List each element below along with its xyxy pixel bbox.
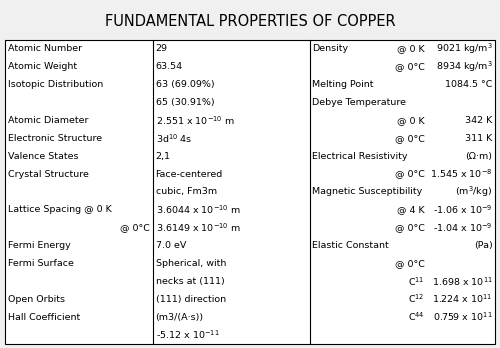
Text: Face-centered: Face-centered <box>156 169 223 179</box>
Text: 342 K: 342 K <box>465 116 492 125</box>
Text: 1.224 x 10$^{11}$: 1.224 x 10$^{11}$ <box>432 293 492 306</box>
Text: Electronic Structure: Electronic Structure <box>8 134 102 143</box>
Text: Open Orbits: Open Orbits <box>8 295 64 304</box>
Text: @ 4 K: @ 4 K <box>397 205 424 214</box>
Text: 3.6044 x 10$^{-10}$ m: 3.6044 x 10$^{-10}$ m <box>156 204 240 216</box>
Text: @ 0°C: @ 0°C <box>395 223 424 232</box>
Text: C$^{12}$: C$^{12}$ <box>408 293 424 306</box>
Text: @ 0°C: @ 0°C <box>120 223 150 232</box>
Text: Atomic Weight: Atomic Weight <box>8 62 76 71</box>
Text: Debye Temperature: Debye Temperature <box>312 98 406 107</box>
Text: 3d$^{10}$ 4s: 3d$^{10}$ 4s <box>156 132 192 145</box>
Text: Electrical Resistivity: Electrical Resistivity <box>312 152 408 161</box>
Text: Isotopic Distribution: Isotopic Distribution <box>8 80 103 89</box>
Text: Fermi Surface: Fermi Surface <box>8 259 74 268</box>
Text: cubic, Fm3m: cubic, Fm3m <box>156 188 216 196</box>
Text: Crystal Structure: Crystal Structure <box>8 169 88 179</box>
Text: Spherical, with: Spherical, with <box>156 259 226 268</box>
Text: 7.0 eV: 7.0 eV <box>156 241 186 250</box>
Text: necks at (111): necks at (111) <box>156 277 224 286</box>
Text: C$^{44}$: C$^{44}$ <box>408 311 424 323</box>
Text: (m$^3$/kg): (m$^3$/kg) <box>456 185 492 199</box>
Text: FUNDAMENTAL PROPERTIES OF COPPER: FUNDAMENTAL PROPERTIES OF COPPER <box>104 14 396 29</box>
Text: Atomic Number: Atomic Number <box>8 45 82 54</box>
Text: Lattice Spacing @ 0 K: Lattice Spacing @ 0 K <box>8 205 111 214</box>
Text: Magnetic Susceptibility: Magnetic Susceptibility <box>312 188 423 196</box>
Text: Atomic Diameter: Atomic Diameter <box>8 116 88 125</box>
Text: (Pa): (Pa) <box>474 241 492 250</box>
Text: Melting Point: Melting Point <box>312 80 374 89</box>
Text: @ 0 K: @ 0 K <box>397 116 424 125</box>
Text: 1084.5 °C: 1084.5 °C <box>445 80 492 89</box>
Text: Hall Coefficient: Hall Coefficient <box>8 313 80 322</box>
Text: @ 0 K: @ 0 K <box>397 45 424 54</box>
Text: 29: 29 <box>156 45 168 54</box>
Text: 8934 kg/m$^3$: 8934 kg/m$^3$ <box>436 60 492 74</box>
Text: @ 0°C: @ 0°C <box>395 169 424 179</box>
Text: Density: Density <box>312 45 348 54</box>
Text: -5.12 x 10$^{-11}$: -5.12 x 10$^{-11}$ <box>156 329 220 341</box>
Text: -1.04 x 10$^{-9}$: -1.04 x 10$^{-9}$ <box>433 221 492 234</box>
Text: 2.551 x 10$^{-10}$ m: 2.551 x 10$^{-10}$ m <box>156 114 234 127</box>
Text: @ 0°C: @ 0°C <box>395 259 424 268</box>
Text: 311 K: 311 K <box>465 134 492 143</box>
Text: @ 0°C: @ 0°C <box>395 134 424 143</box>
Text: 9021 kg/m$^3$: 9021 kg/m$^3$ <box>436 42 492 56</box>
Text: Fermi Energy: Fermi Energy <box>8 241 70 250</box>
Text: 1.545 x 10$^{-8}$: 1.545 x 10$^{-8}$ <box>430 168 492 180</box>
Text: (Ω·m): (Ω·m) <box>466 152 492 161</box>
Text: 63 (69.09%): 63 (69.09%) <box>156 80 214 89</box>
Text: C$^{11}$: C$^{11}$ <box>408 275 424 287</box>
Text: 65 (30.91%): 65 (30.91%) <box>156 98 214 107</box>
Text: 1.698 x 10$^{11}$: 1.698 x 10$^{11}$ <box>432 275 492 287</box>
Text: 3.6149 x 10$^{-10}$ m: 3.6149 x 10$^{-10}$ m <box>156 221 240 234</box>
Text: @ 0°C: @ 0°C <box>395 62 424 71</box>
Text: (111) direction: (111) direction <box>156 295 226 304</box>
Text: Valence States: Valence States <box>8 152 78 161</box>
Polygon shape <box>5 40 495 344</box>
Text: Elastic Constant: Elastic Constant <box>312 241 389 250</box>
Text: 2,1: 2,1 <box>156 152 170 161</box>
Text: -1.06 x 10$^{-9}$: -1.06 x 10$^{-9}$ <box>433 204 492 216</box>
Text: 0.759 x 10$^{11}$: 0.759 x 10$^{11}$ <box>433 311 492 323</box>
Text: (m3/(A·s)): (m3/(A·s)) <box>156 313 204 322</box>
Text: 63.54: 63.54 <box>156 62 182 71</box>
